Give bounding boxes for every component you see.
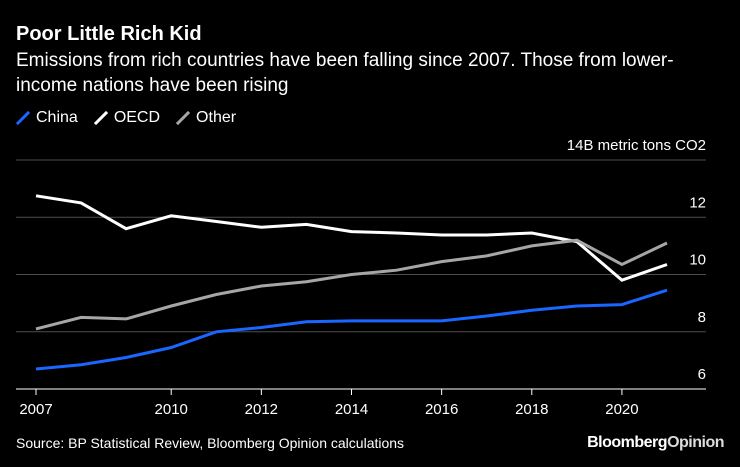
y-tick-label-12: 12 xyxy=(689,194,706,211)
y-tick-label-6: 6 xyxy=(698,366,706,383)
china-legend-line xyxy=(16,111,30,125)
y-tick-label-8: 8 xyxy=(698,309,706,326)
tick-labels: 2007 2010 2012 2014 2016 2018 2020 6 8 10 12 14B me… xyxy=(19,137,706,418)
series-line-oecd xyxy=(35,194,668,282)
x-tick-label-2010: 2010 xyxy=(155,401,188,418)
series-line-china xyxy=(35,288,668,371)
legend-label-other: Other xyxy=(196,109,237,126)
other-legend-line xyxy=(176,111,191,125)
series-line-other xyxy=(35,238,668,331)
chart-subtitle: Emissions from rich countries have been … xyxy=(16,50,674,96)
legend-label-oecd: OECD xyxy=(113,109,161,126)
y-unit-label: 14B metric tons CO2 xyxy=(567,137,706,154)
axes xyxy=(16,388,706,395)
other-legend-icon xyxy=(176,111,191,125)
bloomberg-opinion-logo: BloombergOpinion xyxy=(587,434,724,452)
oecd-legend-line xyxy=(93,111,108,125)
legend-label-china: China xyxy=(36,109,78,126)
x-tick-label-2016: 2016 xyxy=(425,401,458,418)
legend-item-china: China xyxy=(16,109,78,127)
series-lines xyxy=(35,194,668,371)
x-tick-label-2020: 2020 xyxy=(605,401,638,418)
chart-title: Poor Little Rich Kid xyxy=(16,23,202,45)
legend-item-other: Other xyxy=(176,109,236,127)
oecd-legend-icon xyxy=(93,111,108,125)
legend-item-oecd: OECD xyxy=(93,109,161,127)
x-tick-label-2007: 2007 xyxy=(19,401,52,418)
x-tick-label-2018: 2018 xyxy=(515,401,548,418)
source-note: Source: BP Statistical Review, Bloomberg… xyxy=(16,435,405,451)
x-tick-label-2014: 2014 xyxy=(335,401,368,418)
brand-bloomberg: Bloomberg xyxy=(587,434,668,451)
china-legend-icon xyxy=(16,111,30,125)
y-tick-label-10: 10 xyxy=(689,252,706,269)
x-tick-label-2012: 2012 xyxy=(245,401,278,418)
brand-opinion: Opinion xyxy=(667,434,724,451)
legend: China OECD Other xyxy=(16,108,252,128)
